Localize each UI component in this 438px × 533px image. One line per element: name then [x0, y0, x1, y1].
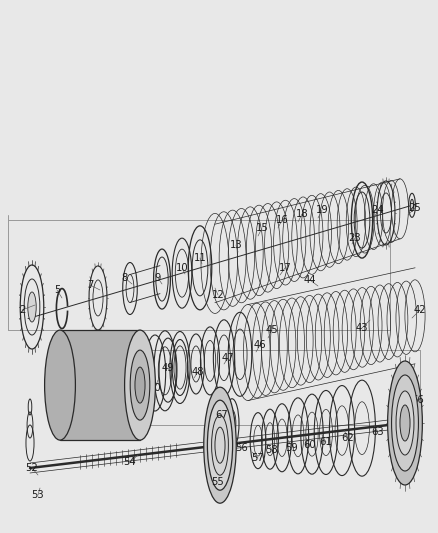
Text: 5: 5 — [54, 285, 60, 295]
Ellipse shape — [45, 330, 75, 440]
Ellipse shape — [28, 292, 36, 322]
Text: 12: 12 — [211, 290, 224, 300]
Ellipse shape — [203, 387, 236, 503]
Text: 49: 49 — [161, 363, 174, 373]
Text: 18: 18 — [295, 209, 307, 219]
Text: 11: 11 — [193, 253, 206, 263]
Text: 47: 47 — [221, 353, 234, 363]
Text: 25: 25 — [408, 203, 420, 213]
Text: 2: 2 — [19, 305, 25, 315]
Ellipse shape — [395, 391, 413, 455]
Text: 15: 15 — [255, 223, 268, 233]
Ellipse shape — [134, 367, 145, 403]
Text: 59: 59 — [285, 443, 298, 453]
Ellipse shape — [387, 361, 421, 485]
Text: 17: 17 — [278, 263, 291, 273]
Text: 57: 57 — [251, 453, 264, 463]
Text: 60: 60 — [303, 440, 316, 450]
Text: 54: 54 — [124, 457, 136, 467]
Text: 55: 55 — [211, 477, 224, 487]
Text: 23: 23 — [348, 233, 360, 243]
Text: 48: 48 — [191, 367, 204, 377]
Bar — [60, 330, 140, 440]
Ellipse shape — [130, 350, 149, 420]
Text: 10: 10 — [175, 263, 188, 273]
Text: 62: 62 — [341, 433, 353, 443]
Text: 16: 16 — [275, 215, 288, 225]
Text: 53: 53 — [32, 490, 44, 500]
Ellipse shape — [207, 400, 232, 490]
Text: 7: 7 — [87, 280, 93, 290]
Text: 56: 56 — [235, 443, 248, 453]
Text: 51: 51 — [46, 387, 58, 397]
Text: 66: 66 — [411, 395, 424, 405]
Ellipse shape — [124, 330, 155, 440]
Text: 13: 13 — [229, 240, 242, 250]
Text: 19: 19 — [315, 205, 328, 215]
Text: 50: 50 — [148, 383, 161, 393]
Text: 42: 42 — [413, 305, 425, 315]
Text: 43: 43 — [355, 323, 367, 333]
Text: 58: 58 — [265, 445, 278, 455]
Text: 52: 52 — [25, 463, 38, 473]
Text: 46: 46 — [253, 340, 266, 350]
Text: 44: 44 — [303, 275, 315, 285]
Text: 63: 63 — [371, 427, 383, 437]
Text: 61: 61 — [319, 437, 332, 447]
Text: 45: 45 — [265, 325, 278, 335]
Text: 8: 8 — [122, 273, 128, 283]
Ellipse shape — [391, 375, 417, 471]
Text: 9: 9 — [155, 273, 161, 283]
Ellipse shape — [399, 405, 409, 441]
Ellipse shape — [410, 199, 413, 211]
Text: 67: 67 — [215, 410, 228, 420]
Text: 24: 24 — [371, 205, 383, 215]
